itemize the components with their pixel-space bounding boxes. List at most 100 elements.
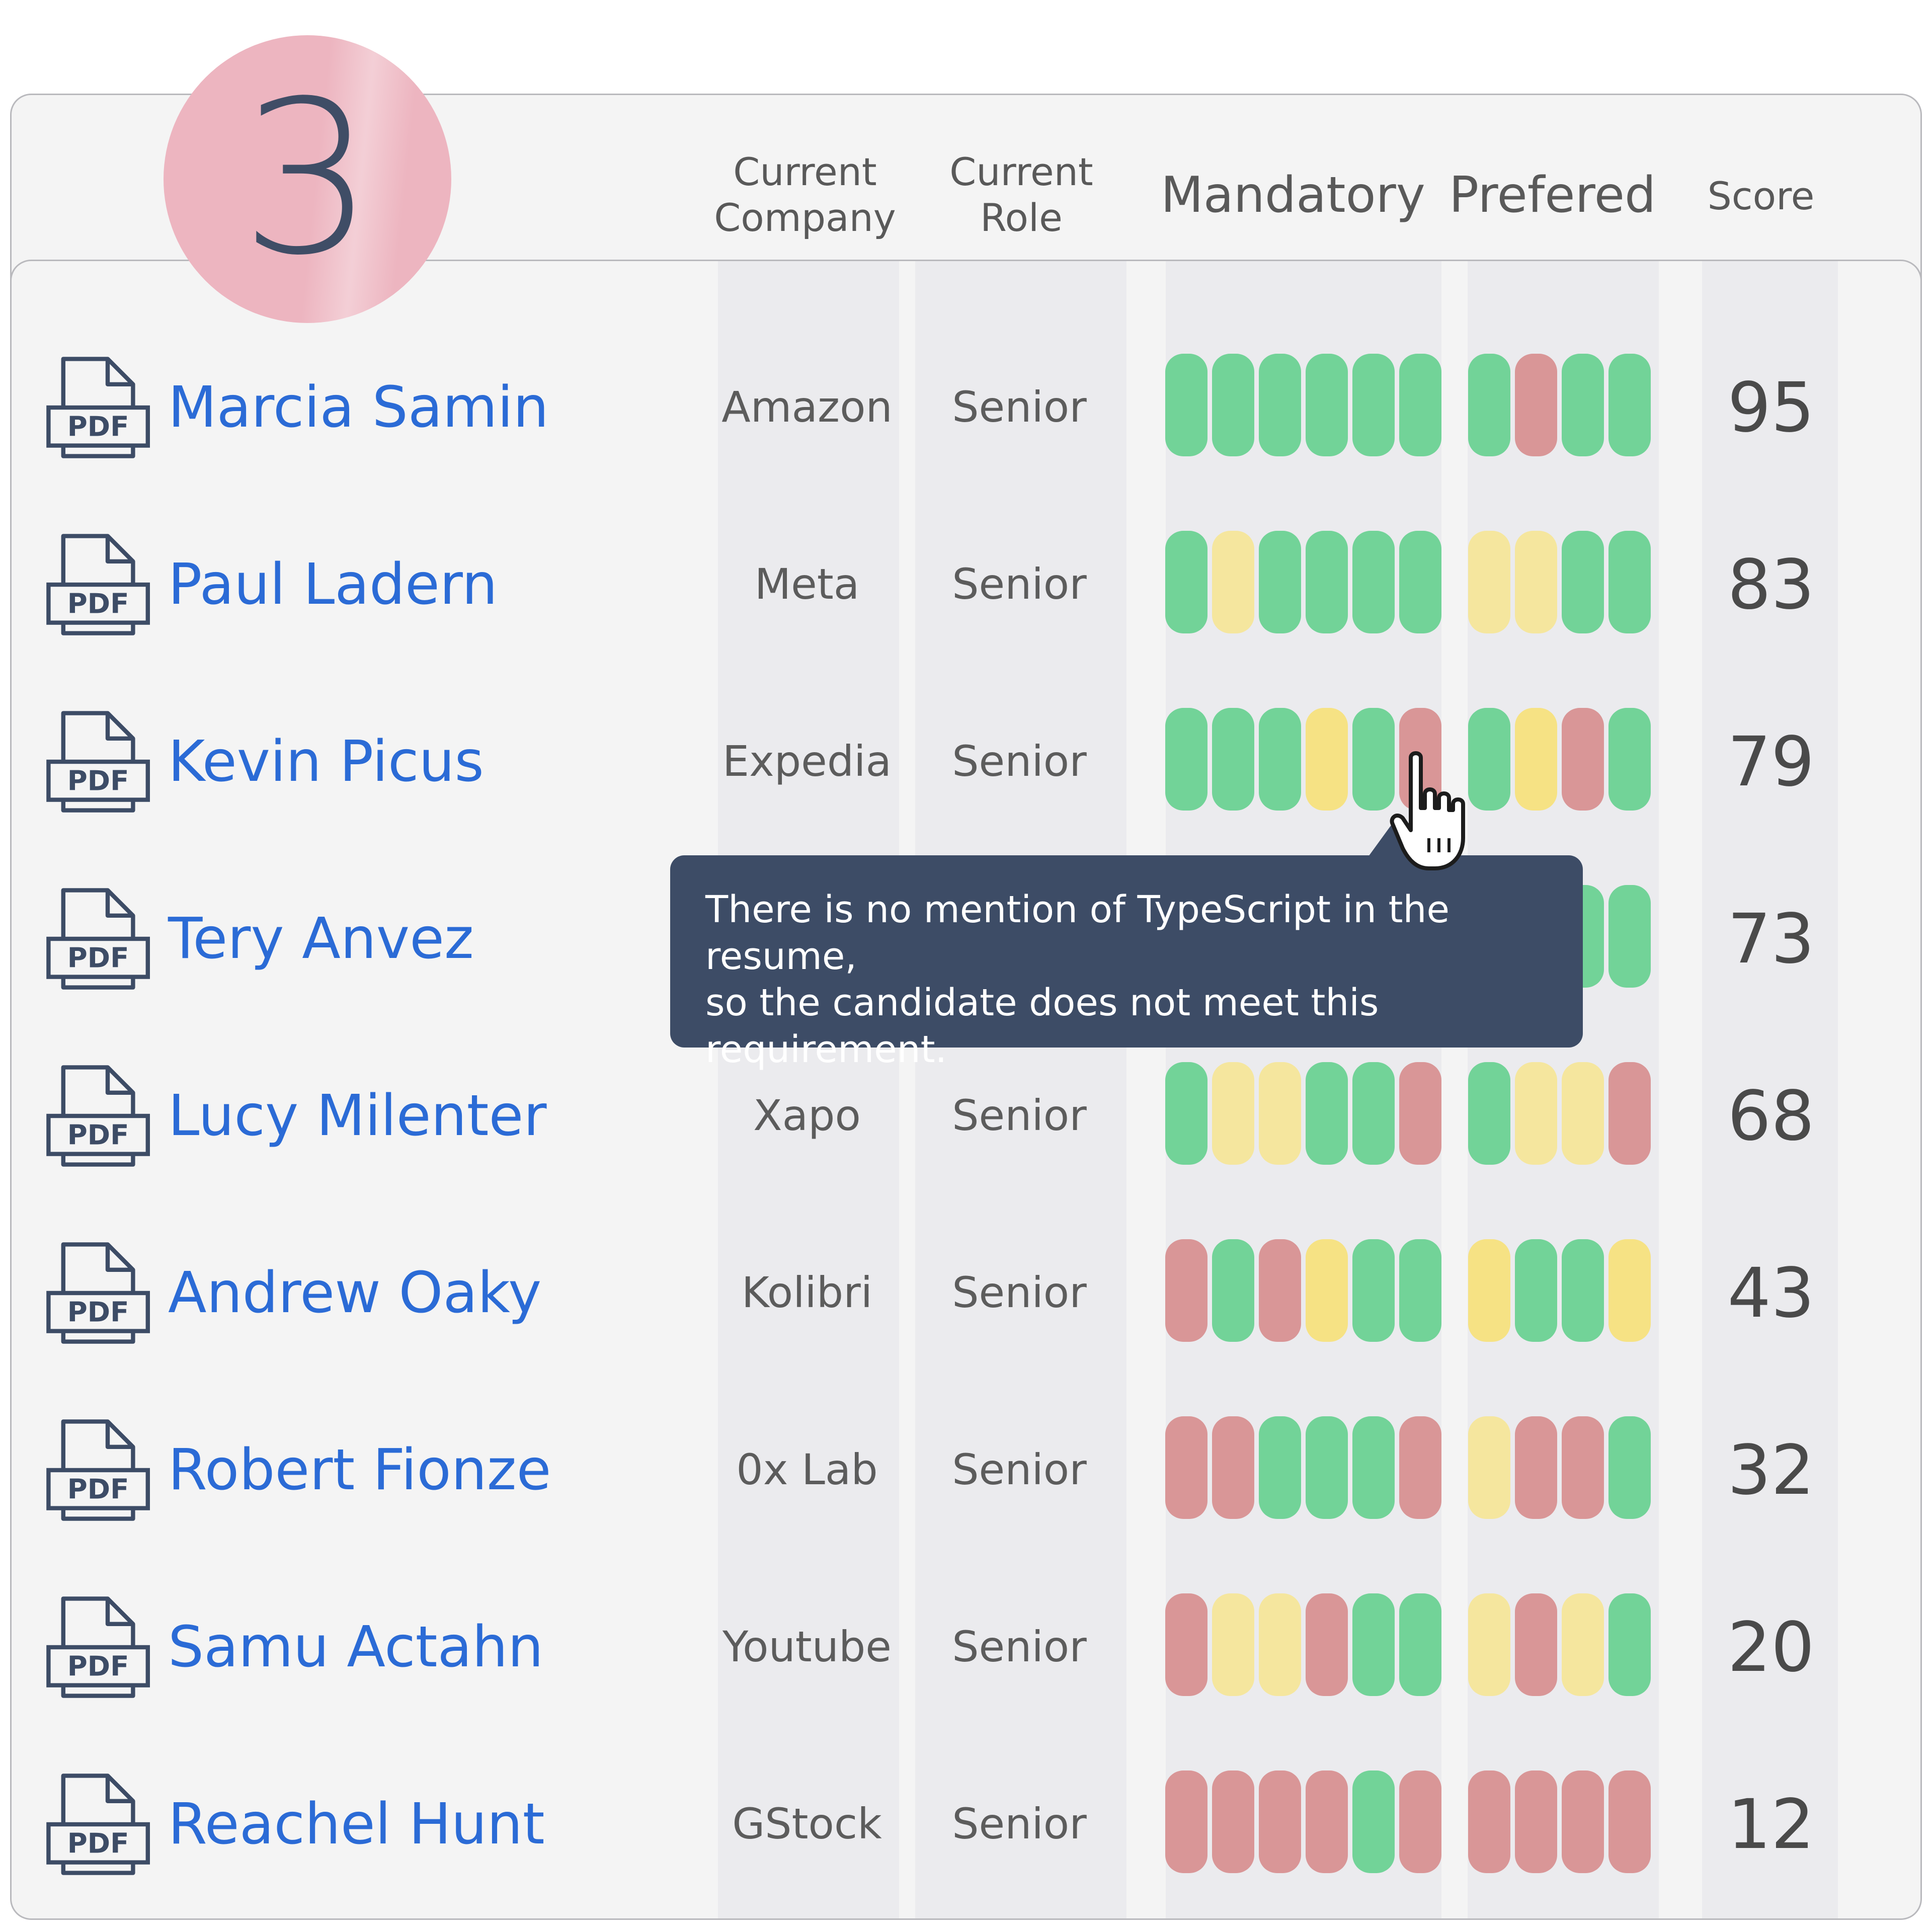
requirement-indicator[interactable] (1306, 708, 1348, 811)
requirement-indicator[interactable] (1562, 1239, 1604, 1342)
requirement-indicator[interactable] (1608, 1593, 1651, 1696)
requirement-indicator[interactable] (1608, 1416, 1651, 1519)
candidate-name[interactable]: Robert Fionze (168, 1437, 551, 1503)
requirement-indicator[interactable] (1608, 885, 1651, 988)
requirement-indicator[interactable] (1165, 1416, 1208, 1519)
requirement-indicator[interactable] (1562, 1770, 1604, 1873)
requirement-indicator[interactable] (1468, 1239, 1510, 1342)
header-current-role[interactable]: Current Role (921, 149, 1122, 240)
candidate-name[interactable]: Andrew Oaky (168, 1260, 542, 1326)
requirement-indicator[interactable] (1352, 354, 1395, 456)
requirement-indicator[interactable] (1468, 1062, 1510, 1165)
candidate-name-cell[interactable]: PDF Reachel Hunt (44, 1766, 545, 1882)
requirement-indicator[interactable] (1399, 531, 1441, 633)
requirement-indicator[interactable] (1562, 1416, 1604, 1519)
candidate-name[interactable]: Marcia Samin (168, 375, 549, 440)
candidate-name-cell[interactable]: PDF Kevin Picus (44, 704, 484, 820)
candidate-name-cell[interactable]: PDF Paul Ladern (44, 527, 498, 642)
requirement-indicator[interactable] (1259, 708, 1301, 811)
requirement-indicator[interactable] (1259, 1062, 1301, 1165)
pdf-icon[interactable]: PDF (44, 1417, 150, 1523)
requirement-indicator[interactable] (1468, 1593, 1510, 1696)
requirement-indicator[interactable] (1608, 1239, 1651, 1342)
pdf-icon[interactable]: PDF (44, 355, 150, 460)
requirement-indicator[interactable] (1399, 1416, 1441, 1519)
pdf-icon[interactable]: PDF (44, 1240, 150, 1346)
candidate-name[interactable]: Reachel Hunt (168, 1792, 545, 1857)
requirement-indicator[interactable] (1608, 354, 1651, 456)
header-score[interactable]: Score (1707, 174, 1815, 218)
requirement-indicator[interactable] (1165, 1239, 1208, 1342)
candidate-name-cell[interactable]: PDF Samu Actahn (44, 1589, 543, 1705)
requirement-indicator[interactable] (1468, 531, 1510, 633)
requirement-indicator[interactable] (1515, 1770, 1557, 1873)
requirement-indicator[interactable] (1515, 1593, 1557, 1696)
requirement-indicator[interactable] (1562, 1062, 1604, 1165)
requirement-indicator[interactable] (1165, 1062, 1208, 1165)
requirement-indicator[interactable] (1212, 531, 1254, 633)
requirement-indicator[interactable] (1259, 1593, 1301, 1696)
requirement-indicator[interactable] (1515, 1062, 1557, 1165)
requirement-indicator[interactable] (1352, 708, 1395, 811)
requirement-indicator[interactable] (1352, 1593, 1395, 1696)
requirement-indicator[interactable] (1259, 1239, 1301, 1342)
requirement-indicator[interactable] (1212, 1593, 1254, 1696)
requirement-indicator[interactable] (1399, 1239, 1441, 1342)
requirement-indicator[interactable] (1259, 1770, 1301, 1873)
header-current-company[interactable]: Current Company (694, 149, 916, 240)
candidate-name[interactable]: Lucy Milenter (168, 1083, 547, 1149)
requirement-indicator[interactable] (1515, 1416, 1557, 1519)
requirement-indicator[interactable] (1562, 708, 1604, 811)
candidate-name[interactable]: Samu Actahn (168, 1615, 544, 1680)
requirement-indicator[interactable] (1608, 1770, 1651, 1873)
requirement-indicator[interactable] (1608, 1062, 1651, 1165)
requirement-indicator[interactable] (1352, 1770, 1395, 1873)
requirement-indicator[interactable] (1352, 531, 1395, 633)
requirement-indicator[interactable] (1399, 354, 1441, 456)
requirement-indicator[interactable] (1306, 531, 1348, 633)
requirement-indicator[interactable] (1515, 531, 1557, 633)
header-preferred[interactable]: Prefered (1449, 167, 1656, 224)
requirement-indicator[interactable] (1399, 1770, 1441, 1873)
requirement-indicator[interactable] (1259, 354, 1301, 456)
requirement-indicator[interactable] (1212, 1239, 1254, 1342)
candidate-name-cell[interactable]: PDF Tery Anvez (44, 881, 474, 997)
requirement-indicator[interactable] (1165, 1770, 1208, 1873)
requirement-indicator[interactable] (1608, 708, 1651, 811)
requirement-indicator[interactable] (1259, 531, 1301, 633)
requirement-indicator[interactable] (1306, 1239, 1348, 1342)
requirement-indicator[interactable] (1468, 708, 1510, 811)
requirement-indicator[interactable] (1212, 354, 1254, 456)
candidate-name-cell[interactable]: PDF Marcia Samin (44, 350, 549, 465)
requirement-indicator[interactable] (1212, 1770, 1254, 1873)
requirement-indicator[interactable] (1352, 1239, 1395, 1342)
requirement-indicator[interactable] (1515, 354, 1557, 456)
requirement-indicator[interactable] (1306, 1770, 1348, 1873)
requirement-indicator[interactable] (1306, 1593, 1348, 1696)
requirement-indicator[interactable] (1608, 531, 1651, 633)
requirement-indicator[interactable] (1259, 1416, 1301, 1519)
requirement-indicator[interactable] (1165, 354, 1208, 456)
requirement-indicator[interactable] (1562, 1593, 1604, 1696)
candidate-name-cell[interactable]: PDF Andrew Oaky (44, 1235, 541, 1351)
requirement-indicator[interactable] (1165, 708, 1208, 811)
pdf-icon[interactable]: PDF (44, 1772, 150, 1877)
requirement-indicator[interactable] (1352, 1062, 1395, 1165)
requirement-indicator[interactable] (1165, 531, 1208, 633)
requirement-indicator[interactable] (1165, 1593, 1208, 1696)
requirement-indicator[interactable] (1468, 1770, 1510, 1873)
requirement-indicator[interactable] (1468, 1416, 1510, 1519)
pdf-icon[interactable]: PDF (44, 886, 150, 992)
requirement-indicator[interactable] (1399, 1593, 1441, 1696)
requirement-indicator[interactable] (1515, 708, 1557, 811)
requirement-indicator[interactable] (1468, 354, 1510, 456)
candidate-name[interactable]: Tery Anvez (168, 906, 474, 972)
requirement-indicator[interactable] (1515, 1239, 1557, 1342)
requirement-indicator[interactable] (1306, 1062, 1348, 1165)
requirement-indicator[interactable] (1212, 1416, 1254, 1519)
requirement-indicator[interactable] (1212, 1062, 1254, 1165)
pdf-icon[interactable]: PDF (44, 1594, 150, 1700)
header-mandatory[interactable]: Mandatory (1161, 167, 1425, 224)
pdf-icon[interactable]: PDF (44, 532, 150, 637)
candidate-name-cell[interactable]: PDF Robert Fionze (44, 1412, 551, 1528)
